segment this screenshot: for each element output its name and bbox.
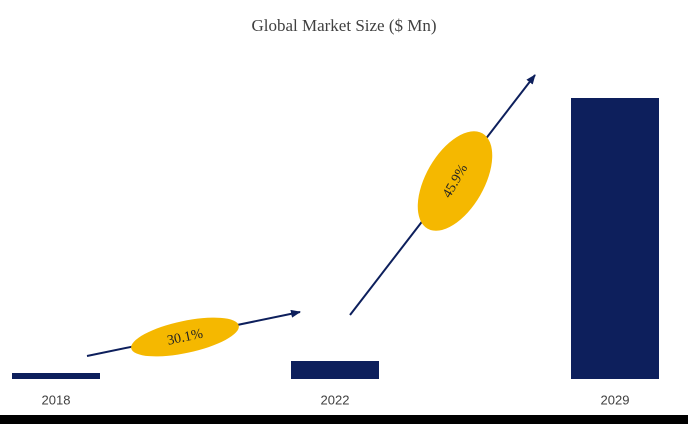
bar	[291, 361, 379, 379]
bar	[12, 373, 100, 379]
bar	[571, 98, 659, 379]
cagr-ellipse	[131, 317, 239, 357]
cagr-badge: 30.1%	[131, 317, 239, 357]
cagr-badge: 45.9%	[417, 131, 493, 231]
cagr-label: 30.1%	[166, 327, 205, 349]
cagr-ellipse	[417, 131, 493, 231]
bottom-band	[0, 415, 688, 424]
x-tick-label: 2022	[321, 392, 350, 407]
x-tick-label: 2018	[42, 392, 71, 407]
x-tick-label: 2029	[601, 392, 630, 407]
chart-title: Global Market Size ($ Mn)	[251, 16, 436, 35]
